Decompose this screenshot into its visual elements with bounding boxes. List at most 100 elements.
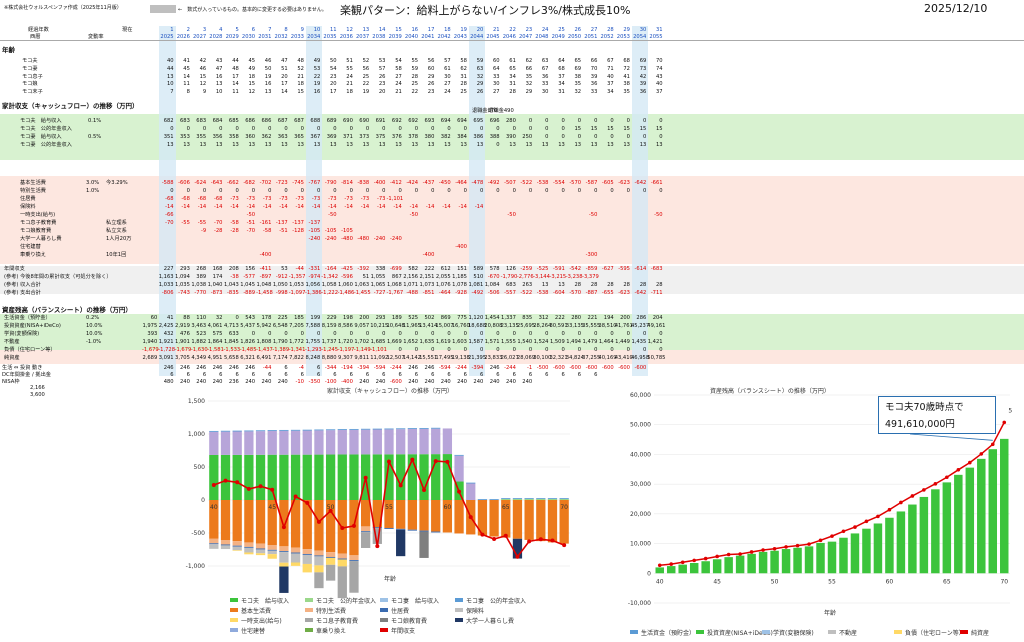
income-cell: 0 [577, 134, 582, 140]
expense-cell: -240 [324, 236, 337, 242]
chart1-legend-swatch [455, 598, 463, 602]
balance-cell: 4,061 [207, 323, 223, 329]
chart1-bar-seg [314, 429, 324, 431]
elapsed-cell: 10 [313, 27, 321, 33]
chart2-bar [758, 551, 768, 574]
chart1-bar-seg [477, 499, 488, 500]
age-cell: 60 [427, 65, 435, 72]
retire-note-1: 退職金870 [472, 108, 498, 114]
chart1-point [387, 459, 391, 464]
age-cell: 37 [607, 81, 614, 88]
balance-cell: 476 [179, 331, 190, 337]
balance-cell: 0 [447, 347, 451, 353]
chart1-legend-label: 特別生活費 [316, 607, 346, 615]
flow-cell: -194 [341, 365, 353, 371]
expense-cell: -554 [553, 180, 565, 186]
elapsed-cell: 5 [235, 27, 239, 33]
age-cell: 26 [427, 81, 435, 88]
chart1-legend-label: モコ息子教育費 [316, 617, 358, 625]
total-row-label: 年間収支 [4, 266, 25, 272]
age-cell: 11 [232, 89, 239, 96]
chart1-bar-seg [489, 499, 499, 500]
expense-row-label: 住居費 [20, 196, 36, 202]
balance-cell: 49,161 [647, 323, 666, 329]
age-cell: 34 [558, 81, 565, 88]
flow-cell: 6 [333, 372, 337, 378]
chart2-point [818, 538, 823, 543]
expense-cell: 0 [382, 188, 386, 194]
age-cell: 57 [444, 58, 451, 64]
chart1-bar-seg [361, 429, 371, 455]
elapsed-cell: 28 [607, 27, 614, 33]
balance-cell: 1,449 [615, 339, 630, 345]
chart1-bar-seg [232, 454, 242, 500]
balance-cell: 200 [359, 315, 370, 321]
chart1-bar-seg [431, 454, 441, 500]
chart1-bar-seg [325, 564, 336, 581]
chart2-point [795, 543, 800, 548]
total-cell: -38 [230, 274, 239, 280]
chart2-bar [862, 528, 871, 574]
chart1-bar-seg [302, 500, 312, 550]
balance-cell: -1,679 [142, 347, 159, 353]
income-row-label: モコ夫 給与収入 [20, 118, 62, 124]
chart1-bar-seg [372, 428, 382, 430]
chart1-bar-seg [361, 532, 371, 548]
elapsed-cell: 16 [411, 27, 419, 33]
total-cell: -596 [341, 274, 353, 280]
chart1-bar-seg [325, 454, 336, 500]
age-cell: 52 [297, 65, 304, 72]
date-label: 2025/12/10 [924, 2, 988, 15]
total-cell: -770 [194, 290, 207, 296]
chart1-bar-seg [524, 499, 534, 500]
balance-cell: 4,951 [207, 355, 223, 361]
flow-cell: 6 [512, 372, 516, 378]
age-cell: 26 [476, 89, 484, 96]
balance-cell: -1,245 [321, 347, 339, 353]
chart1-bar-seg [337, 429, 347, 455]
expense-cell: -14 [214, 204, 223, 210]
balance-cell: 1,337 [501, 315, 516, 321]
total-cell: -538 [536, 290, 549, 296]
chart1-bar-seg [244, 454, 254, 500]
chart1-bar-seg [232, 546, 242, 551]
chart1-bar-seg [267, 545, 277, 550]
expense-cell: -73 [246, 196, 256, 202]
chart1-point [363, 475, 368, 480]
balance-cell: 7,174 [272, 355, 288, 361]
age-cell: 25 [362, 73, 370, 80]
age-cell: 34 [509, 73, 516, 80]
chart1-bar-seg [361, 531, 371, 533]
chart1-bar-seg [290, 429, 301, 431]
expense-cell: -240 [308, 236, 321, 242]
age-cell: 66 [525, 65, 533, 72]
chart2-legend-label: 生活資金（預貯金） [641, 629, 695, 637]
total-cell: -1,222 [321, 290, 339, 296]
elapsed-cell: 4 [219, 27, 223, 33]
chart1-legend-label: モコ妻 給与収入 [391, 597, 439, 605]
chart1-xtick: 70 [560, 504, 568, 511]
chart1-bar-seg [267, 430, 277, 431]
expense-cell: -68 [214, 196, 223, 202]
balance-cell: 8,586 [338, 323, 353, 329]
chart2-point [772, 546, 777, 551]
income-cell: 250 [522, 134, 533, 140]
income-cell: 353 [179, 134, 190, 140]
chart1-legend-swatch [380, 618, 388, 622]
spreadsheet-grid[interactable]: 経過年数 西暦 変動率 現在 1 2 3 4 5 6 7 8 9 10 11 12 13 14 15 16 17 18 19… [0, 0, 1024, 398]
chart2-point [669, 562, 674, 566]
age-cell: 71 [607, 65, 614, 72]
balance-cell: 30,100 [533, 355, 552, 361]
balance-row-rate: 10.0% [86, 323, 103, 329]
total-cell: -570 [569, 290, 582, 296]
chart2-legend-swatch [696, 630, 704, 634]
expense-cell: -723 [275, 180, 288, 186]
income-cell: 0 [659, 118, 663, 124]
balance-cell: 0 [642, 347, 647, 353]
chart1-bar-seg [267, 554, 277, 559]
chart1-bar-seg [232, 541, 242, 546]
chart1-bar-seg [255, 553, 266, 556]
chart1-legend-swatch [230, 608, 238, 612]
year-cell: 2042 [437, 34, 451, 40]
age-cell: 19 [362, 89, 370, 96]
